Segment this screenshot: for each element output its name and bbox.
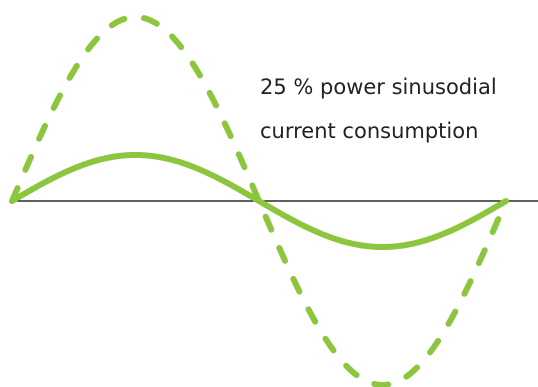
annotation-line-2: current consumption: [260, 119, 479, 143]
annotation-line-1: 25 % power sinusodial: [260, 75, 497, 99]
quarter-power-solid-sine-wave: [9, 151, 509, 251]
